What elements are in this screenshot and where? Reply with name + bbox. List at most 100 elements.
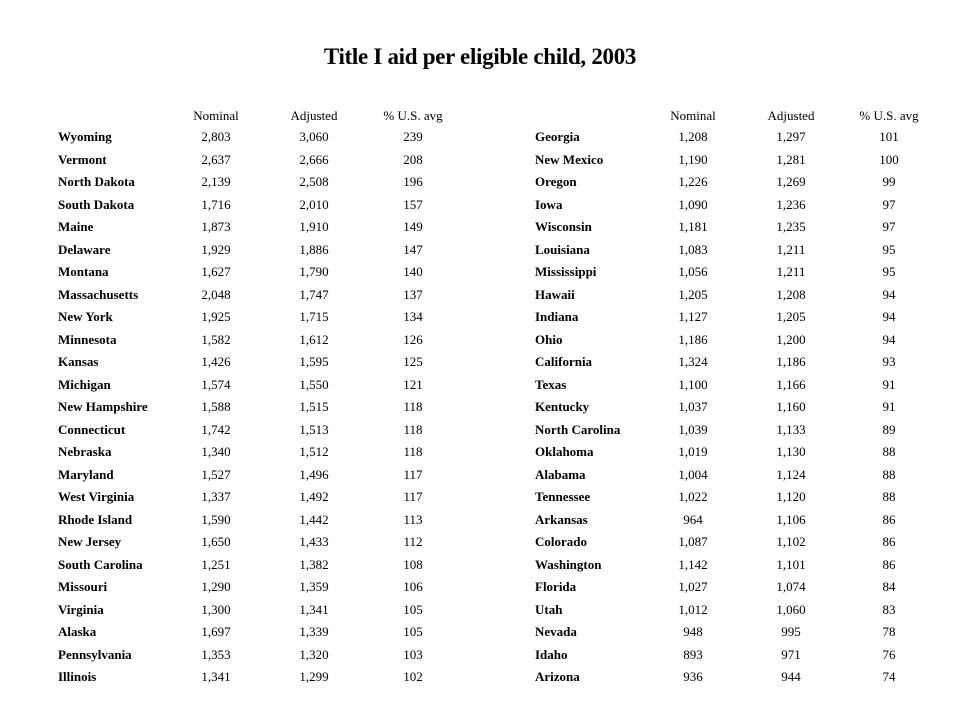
pct-us-avg-value: 149 (403, 219, 423, 234)
nominal-value: 1,588 (201, 399, 231, 414)
adjusted-value: 2,010 (299, 196, 329, 212)
adjusted-value: 1,382 (299, 556, 329, 572)
pct-us-avg-value: 84 (882, 579, 896, 594)
adjusted-value: 1,200 (776, 331, 806, 347)
state-name: Utah (535, 601, 563, 617)
nominal-value: 1,039 (678, 421, 708, 437)
pct-us-avg-value: 91 (882, 399, 896, 414)
adjusted-value: 1,299 (299, 669, 329, 684)
adjusted-value: 1,886 (299, 241, 329, 257)
state-name: Idaho (535, 646, 568, 662)
pct-us-avg-value: 113 (403, 511, 423, 527)
adjusted-value: 1,281 (776, 151, 806, 167)
state-name: North Dakota (58, 174, 135, 189)
nominal-value: 1,925 (201, 309, 231, 324)
nominal-value: 1,353 (201, 646, 231, 662)
nominal-value: 1,300 (201, 601, 231, 617)
column-header-adjusted: Adjusted (767, 108, 815, 123)
state-name: Hawaii (535, 286, 575, 302)
nominal-value: 2,139 (201, 174, 231, 189)
nominal-value: 1,929 (201, 241, 231, 257)
nominal-value: 1,012 (678, 601, 708, 617)
nominal-value: 1,527 (201, 466, 231, 482)
nominal-value: 1,037 (678, 399, 708, 414)
pct-us-avg-value: 102 (403, 669, 423, 684)
pct-us-avg-value: 134 (403, 309, 423, 324)
adjusted-value: 1,320 (299, 646, 329, 662)
pct-us-avg-value: 117 (403, 489, 423, 504)
pct-us-avg-value: 105 (403, 601, 423, 617)
nominal-value: 1,650 (201, 534, 231, 549)
pct-us-avg-value: 196 (403, 174, 423, 189)
state-name: West Virginia (58, 489, 135, 504)
state-name: South Dakota (58, 196, 135, 212)
adjusted-value: 1,269 (776, 174, 806, 189)
nominal-value: 936 (683, 669, 703, 684)
pct-us-avg-value: 106 (403, 579, 423, 594)
pct-us-avg-value: 95 (882, 264, 896, 279)
state-name: Virginia (58, 601, 104, 617)
state-name: New York (58, 309, 113, 324)
state-name: New Mexico (535, 151, 604, 167)
state-name: Arizona (535, 669, 580, 684)
pct-us-avg-value: 157 (403, 196, 423, 212)
state-name: Delaware (58, 241, 111, 257)
column-header-nominal: Nominal (193, 108, 239, 123)
state-name: Mississippi (535, 264, 597, 279)
nominal-value: 1,083 (678, 241, 708, 257)
nominal-value: 1,019 (678, 444, 708, 459)
pct-us-avg-value: 76 (882, 646, 896, 662)
adjusted-value: 1,124 (776, 466, 806, 482)
pct-us-avg-value: 78 (882, 624, 896, 639)
nominal-value: 1,004 (678, 466, 708, 482)
state-name: Connecticut (58, 421, 126, 437)
nominal-value: 1,087 (678, 534, 708, 549)
state-name: Colorado (535, 534, 587, 549)
adjusted-value: 1,515 (299, 399, 329, 414)
nominal-value: 1,205 (678, 286, 708, 302)
state-name: Kansas (58, 354, 99, 369)
adjusted-value: 1,595 (299, 354, 329, 369)
state-name: Alaska (58, 624, 97, 639)
state-name: Texas (535, 376, 567, 392)
pct-us-avg-value: 83 (882, 601, 896, 617)
adjusted-value: 1,341 (299, 601, 329, 617)
pct-us-avg-value: 140 (403, 264, 423, 279)
pct-us-avg-value: 100 (879, 151, 899, 167)
state-name: Washington (535, 556, 602, 572)
state-name: Tennessee (535, 489, 591, 504)
state-name: Nevada (535, 624, 577, 639)
state-name: Missouri (58, 579, 108, 594)
column-header-nominal: Nominal (670, 108, 716, 123)
adjusted-value: 1,236 (776, 196, 806, 212)
nominal-value: 1,027 (678, 579, 708, 594)
nominal-value: 1,251 (201, 556, 231, 572)
adjusted-value: 971 (781, 646, 801, 662)
pct-us-avg-value: 118 (403, 444, 423, 459)
state-name: Arkansas (535, 511, 588, 527)
adjusted-value: 1,433 (299, 534, 329, 549)
page-title: Title I aid per eligible child, 2003 (323, 44, 637, 69)
state-name: Indiana (535, 309, 579, 324)
adjusted-value: 1,297 (776, 129, 806, 144)
pct-us-avg-value: 239 (403, 129, 423, 144)
state-name: Iowa (535, 196, 563, 212)
state-name: Alabama (535, 466, 586, 482)
state-name: Illinois (58, 669, 97, 684)
pct-us-avg-value: 86 (882, 556, 896, 572)
pct-us-avg-value: 88 (882, 489, 896, 504)
pct-us-avg-value: 91 (882, 376, 896, 392)
state-name: Ohio (535, 331, 563, 347)
pct-us-avg-value: 74 (882, 669, 896, 684)
pct-us-avg-value: 86 (882, 511, 896, 527)
nominal-value: 1,337 (201, 489, 231, 504)
pct-us-avg-value: 94 (882, 331, 896, 347)
adjusted-value: 1,160 (776, 399, 806, 414)
nominal-value: 1,340 (201, 444, 231, 459)
adjusted-value: 1,130 (776, 444, 806, 459)
state-name: Rhode Island (58, 511, 133, 527)
nominal-value: 1,341 (201, 669, 231, 684)
nominal-value: 1,627 (201, 264, 231, 279)
pct-us-avg-value: 112 (403, 534, 423, 549)
nominal-value: 1,100 (678, 376, 708, 392)
